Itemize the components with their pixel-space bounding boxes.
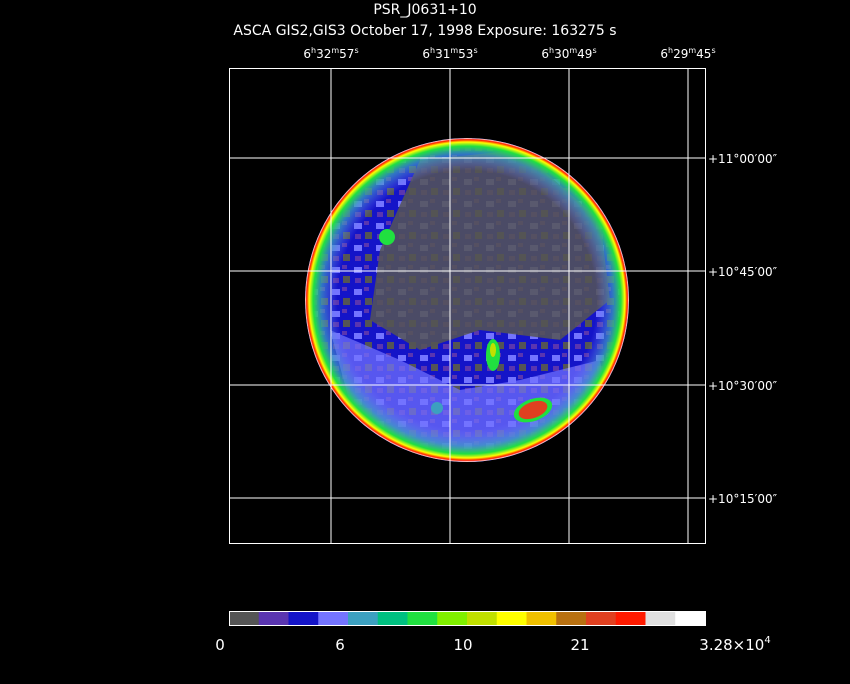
colorbar-swatch	[556, 611, 587, 625]
ra-unit: m	[688, 46, 696, 55]
colorbar-swatch	[675, 611, 706, 625]
dec-label: +10°15′00″	[708, 492, 778, 506]
ra-unit: h	[668, 46, 673, 55]
ra-value: 45	[696, 47, 711, 61]
ra-value: 30	[554, 47, 569, 61]
ra-unit: s	[473, 46, 477, 55]
colorbar-swatch	[496, 611, 527, 625]
ra-value: 6	[541, 47, 549, 61]
ra-label: 6h32m57s	[303, 46, 358, 61]
ra-unit: h	[311, 46, 316, 55]
ra-unit: s	[592, 46, 596, 55]
dec-label: +10°30′00″	[708, 379, 778, 393]
dec-label: +10°45′00″	[708, 265, 778, 279]
ra-value: 57	[339, 47, 354, 61]
sky-image	[305, 138, 629, 462]
colorbar-swatch	[348, 611, 379, 625]
colorbar-swatch	[288, 611, 319, 625]
colorbar: 0 6 10 21 3.28×104	[215, 611, 771, 654]
subtitle: ASCA GIS2,GIS3 October 17, 1998 Exposure…	[233, 23, 616, 39]
colorbar-swatch	[318, 611, 349, 625]
ra-unit: m	[331, 46, 339, 55]
ra-value: 31	[435, 47, 450, 61]
colorbar-value: 10	[453, 636, 472, 654]
title: PSR_J0631+10	[373, 2, 476, 18]
ra-value: 6	[422, 47, 430, 61]
ra-unit: m	[450, 46, 458, 55]
colorbar-swatch	[586, 611, 617, 625]
colorbar-value: 0	[215, 636, 225, 654]
colorbar-label: 3.28×104	[699, 635, 770, 654]
colorbar-label: 6	[335, 636, 345, 654]
colorbar-swatch	[615, 611, 646, 625]
ra-unit: h	[430, 46, 435, 55]
colorbar-label: 10	[453, 636, 472, 654]
ra-value: 32	[316, 47, 331, 61]
ra-unit: m	[569, 46, 577, 55]
colorbar-swatch	[377, 611, 408, 625]
colorbar-swatch	[437, 611, 468, 625]
colorbar-swatch	[407, 611, 438, 625]
ra-value: 6	[303, 47, 311, 61]
ra-value: 29	[673, 47, 688, 61]
ra-value: 6	[660, 47, 668, 61]
colorbar-swatch	[229, 611, 260, 625]
colorbar-swatch	[467, 611, 498, 625]
colorbar-swatch	[258, 611, 289, 625]
ra-unit: s	[711, 46, 715, 55]
ra-unit: h	[549, 46, 554, 55]
ra-value: 53	[458, 47, 473, 61]
colorbar-value: 6	[335, 636, 345, 654]
colorbar-label: 0	[215, 636, 225, 654]
dec-labels: +11°00′00″ +10°45′00″ +10°30′00″ +10°15′00″	[708, 152, 778, 506]
ra-label: 6h29m45s	[660, 46, 715, 61]
colorbar-value: 21	[570, 636, 589, 654]
dec-label: +11°00′00″	[708, 152, 778, 166]
ra-label: 6h30m49s	[541, 46, 596, 61]
colorbar-frame	[229, 611, 706, 626]
colorbar-value: 3.28×10	[699, 636, 764, 654]
colorbar-label: 21	[570, 636, 589, 654]
colorbar-swatch	[526, 611, 557, 625]
coordinate-grid	[229, 68, 706, 544]
ra-unit: s	[354, 46, 358, 55]
ra-labels: 6h32m57s 6h31m53s 6h30m49s 6h29m45s	[303, 46, 715, 61]
ra-value: 49	[577, 47, 592, 61]
colorbar-swatch	[645, 611, 676, 625]
colorbar-exponent: 4	[764, 635, 770, 646]
ra-label: 6h31m53s	[422, 46, 477, 61]
